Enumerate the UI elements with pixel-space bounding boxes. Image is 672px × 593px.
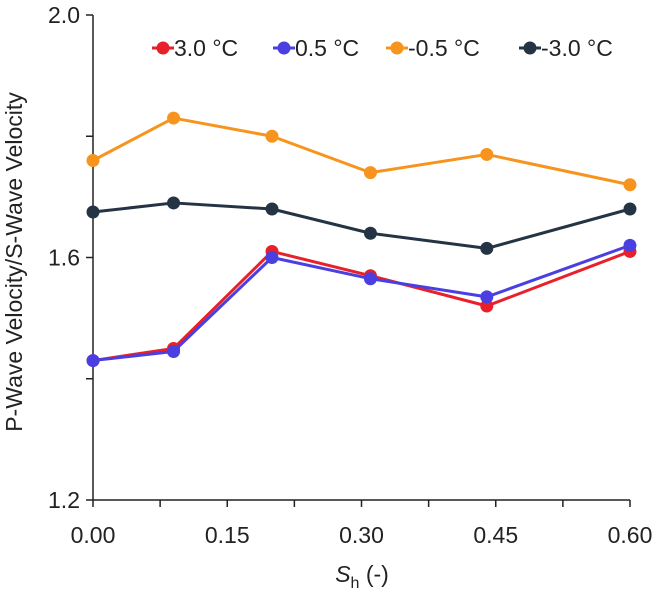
- series-4-point: [265, 202, 279, 216]
- legend: 3.0 °C 0.5 °C -0.5 °C -3.0 °C: [152, 35, 613, 61]
- legend-item-2-marker: [277, 41, 291, 55]
- series-2-point: [363, 272, 377, 286]
- x-tick-label: 0.30: [339, 522, 384, 548]
- x-axis-label: Sh (-): [335, 561, 389, 592]
- legend-item-1-label: 3.0 °C: [174, 35, 238, 61]
- legend-item-4-marker: [523, 41, 537, 55]
- series-3-point: [167, 111, 181, 125]
- series-3-line: [92, 116, 631, 187]
- series-2-line: [92, 243, 631, 363]
- series-1-point: [480, 299, 494, 313]
- y-axis-label: P-Wave Velocity/S-Wave Velocity: [1, 92, 27, 432]
- series-4-line: [92, 201, 631, 250]
- series-3-point: [86, 154, 100, 167]
- series-3-point: [480, 147, 494, 161]
- x-axis: 0.00 0.15 0.30 0.45 0.60: [71, 500, 653, 548]
- legend-item-1: 3.0 °C: [152, 35, 238, 61]
- legend-item-3-marker: [390, 41, 404, 55]
- x-tick-label: 0.00: [71, 522, 116, 548]
- series-2-point: [480, 290, 494, 304]
- x-axis-label-unit: (-): [359, 561, 388, 587]
- series-2-point: [265, 251, 279, 264]
- legend-item-3: -0.5 °C: [386, 35, 480, 61]
- series-4-point: [623, 202, 637, 216]
- series-4-point: [86, 205, 100, 219]
- series-2-point: [86, 354, 100, 368]
- legend-item-1-marker: [156, 41, 170, 55]
- legend-item-2: 0.5 °C: [273, 35, 359, 61]
- legend-item-2-label: 0.5 °C: [295, 35, 359, 61]
- series-3-point: [623, 178, 637, 192]
- x-axis-label-subscript: h: [351, 575, 360, 592]
- x-axis-label-main: S: [335, 561, 351, 587]
- series-layer: [86, 111, 637, 368]
- y-tick-label: 2.0: [48, 2, 80, 28]
- legend-item-4-label: -3.0 °C: [541, 35, 613, 61]
- legend-item-3-label: -0.5 °C: [408, 35, 480, 61]
- series-4: [86, 196, 637, 255]
- series-4-point: [363, 226, 377, 240]
- series-4-point: [167, 196, 181, 210]
- y-axis: 1.2 1.6 2.0: [48, 2, 93, 513]
- series-2: [86, 238, 637, 368]
- series-3-point: [265, 129, 279, 143]
- x-tick-label: 0.15: [205, 522, 250, 548]
- plot-area: [92, 15, 630, 501]
- x-tick-label: 0.45: [473, 522, 518, 548]
- series-2-point: [167, 344, 181, 358]
- y-tick-label: 1.2: [48, 487, 80, 513]
- legend-item-4: -3.0 °C: [519, 35, 613, 61]
- series-2-point: [623, 238, 637, 252]
- series-4-point: [480, 241, 494, 255]
- y-tick-label: 1.6: [48, 245, 80, 271]
- series-3: [86, 111, 637, 192]
- x-tick-label: 0.60: [608, 522, 653, 548]
- series-3-point: [363, 166, 377, 180]
- series-1-line: [92, 249, 631, 363]
